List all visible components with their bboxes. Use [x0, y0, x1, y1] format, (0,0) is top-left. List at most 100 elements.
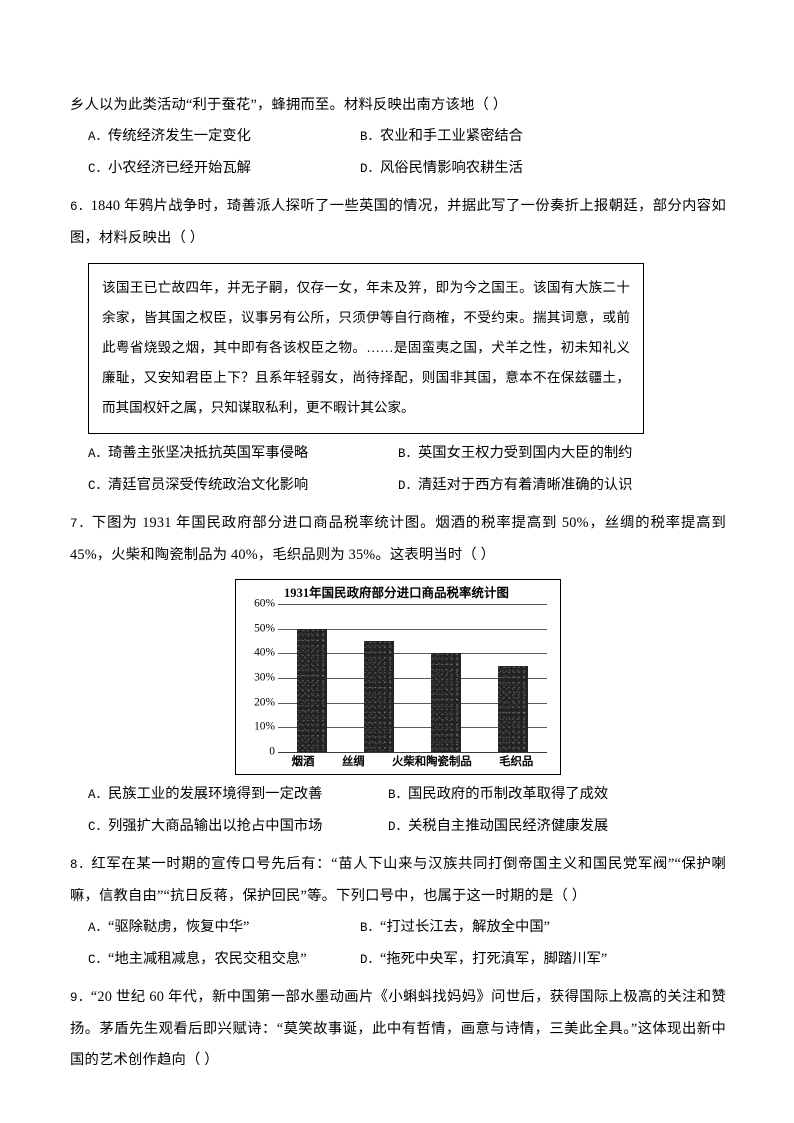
chart-x-tick-label: 烟酒	[291, 756, 315, 768]
tax-rate-bar-chart: 1931年国民政府部分进口商品税率统计图 60% 50% 40% 30% 20% 10% 0…	[235, 579, 561, 775]
question-7: 7．下图为 1931 年国民政府部分进口商品税率统计图。烟酒的税率提高到 50%…	[70, 508, 726, 843]
option-c[interactable]: C．小农经济已经开始瓦解	[88, 153, 360, 185]
option-b-letter: B．	[398, 447, 419, 461]
option-a-text: “驱除鞑虏，恢复中华”	[108, 919, 250, 935]
option-c-text: “地主减租减息，农民交租交息”	[108, 951, 307, 967]
option-b[interactable]: B．英国女王权力受到国内大臣的制约	[398, 438, 726, 470]
chart-y-tick-label: 40%	[254, 646, 275, 659]
option-b-text: 农业和手工业紧密结合	[380, 128, 523, 144]
page-content: 乡人以为此类活动“利于蚕花”，蜂拥而至。材料反映出南方该地（ ） A．传统经济发…	[70, 84, 726, 1076]
chart-x-tick-label: 丝绸	[341, 756, 365, 768]
option-b-letter: B．	[388, 788, 409, 802]
chart-y-tick-label: 20%	[254, 696, 275, 709]
question-8-stem-text: 红军在某一时期的宣传口号先后有：“苗人下山来与汉族共同打倒帝国主义和国民党军阀”…	[70, 856, 726, 904]
option-a[interactable]: A．民族工业的发展环境得到一定改善	[88, 779, 388, 811]
chart-x-tick-label: 火柴和陶瓷制品	[391, 756, 472, 768]
question-6-material-text: 该国王已亡故四年，并无子嗣，仅存一女，年未及笄，即为今之国王。该国有大族二十余家…	[102, 280, 630, 415]
option-row: C．小农经济已经开始瓦解 D．风俗民情影响农耕生活	[70, 153, 726, 185]
chart-y-tick-label: 60%	[254, 597, 275, 610]
chart-y-tick-label: 0	[269, 745, 275, 758]
option-b[interactable]: B．“打过长江去，解放全中国”	[360, 912, 726, 944]
question-5-options: A．传统经济发生一定变化 B．农业和手工业紧密结合 C．小农经济已经开始瓦解 D…	[70, 121, 726, 185]
chart-x-tick-label: 毛织品	[499, 756, 534, 768]
option-b-letter: B．	[360, 921, 381, 935]
question-5-stem-tail: 乡人以为此类活动“利于蚕花”，蜂拥而至。材料反映出南方该地（ ）	[70, 97, 508, 113]
option-row: A．“驱除鞑虏，恢复中华” B．“打过长江去，解放全中国”	[70, 912, 726, 944]
option-row: A．民族工业的发展环境得到一定改善 B．国民政府的币制改革取得了成效	[70, 779, 726, 811]
option-d-text: 关税自主推动国民经济健康发展	[408, 818, 609, 834]
option-a-text: 民族工业的发展环境得到一定改善	[108, 786, 323, 802]
option-a[interactable]: A．传统经济发生一定变化	[88, 121, 360, 153]
chart-bar	[498, 665, 529, 752]
option-b-text: 国民政府的币制改革取得了成效	[408, 786, 609, 802]
chart-wrapper: 1931年国民政府部分进口商品税率统计图 60% 50% 40% 30% 20% 10% 0…	[70, 579, 726, 775]
option-b-text: 英国女王权力受到国内大臣的制约	[418, 445, 633, 461]
option-a[interactable]: A．琦善主张坚决抵抗英国军事侵略	[88, 438, 398, 470]
chart-bar	[296, 628, 327, 752]
question-6-stem-text: 1840 年鸦片战争时，琦善派人探听了一些英国的情况，并据此写了一份奏折上报朝廷…	[70, 198, 726, 246]
option-d-letter: D．	[388, 820, 409, 834]
question-9-stem: 9．“20 世纪 60 年代，新中国第一部水墨动画片《小蝌蚪找妈妈》问世后，获得…	[70, 982, 726, 1076]
chart-title: 1931年国民政府部分进口商品税率统计图	[283, 586, 510, 600]
question-6: 6．1840 年鸦片战争时，琦善派人探听了一些英国的情况，并据此写了一份奏折上报…	[70, 191, 726, 502]
option-c-letter: C．	[88, 820, 109, 834]
chart-gridline	[278, 678, 547, 679]
option-d-letter: D．	[360, 953, 381, 967]
chart-gridline	[278, 604, 547, 605]
chart-y-tick-label: 50%	[254, 622, 275, 635]
option-a-letter: A．	[88, 130, 109, 144]
option-row: C．清廷官员深受传统政治文化影响 D．清廷对于西方有着清晰准确的认识	[70, 470, 726, 502]
option-c[interactable]: C．“地主减租减息，农民交租交息”	[88, 944, 360, 976]
question-6-options: A．琦善主张坚决抵抗英国军事侵略 B．英国女王权力受到国内大臣的制约 C．清廷官…	[70, 438, 726, 502]
option-a-letter: A．	[88, 921, 109, 935]
option-a[interactable]: A．“驱除鞑虏，恢复中华”	[88, 912, 360, 944]
option-d-letter: D．	[398, 479, 419, 493]
question-7-options: A．民族工业的发展环境得到一定改善 B．国民政府的币制改革取得了成效 C．列强扩…	[70, 779, 726, 843]
chart-gridline	[278, 628, 547, 630]
option-a-text: 琦善主张坚决抵抗英国军事侵略	[108, 445, 309, 461]
question-6-material-box: 该国王已亡故四年，并无子嗣，仅存一女，年未及笄，即为今之国王。该国有大族二十余家…	[88, 263, 644, 434]
option-c-letter: C．	[88, 162, 109, 176]
question-8-number: 8．	[70, 858, 92, 872]
option-d[interactable]: D．关税自主推动国民经济健康发展	[388, 811, 726, 843]
option-b[interactable]: B．农业和手工业紧密结合	[360, 121, 726, 153]
question-7-stem-text: 下图为 1931 年国民政府部分进口商品税率统计图。烟酒的税率提高到 50%，丝…	[70, 515, 727, 563]
chart-bar	[363, 641, 394, 752]
chart-bars	[278, 604, 547, 752]
question-6-number: 6．	[70, 200, 91, 214]
chart-gridline	[278, 653, 547, 655]
option-row: C．列强扩大商品输出以抢占中国市场 D．关税自主推动国民经济健康发展	[70, 811, 726, 843]
question-8: 8．红军在某一时期的宣传口号先后有：“苗人下山来与汉族共同打倒帝国主义和国民党军…	[70, 849, 726, 976]
option-row: A．传统经济发生一定变化 B．农业和手工业紧密结合	[70, 121, 726, 153]
option-c-text: 小农经济已经开始瓦解	[108, 160, 251, 176]
chart-gridline	[278, 752, 547, 753]
chart-x-axis-labels: 烟酒 丝绸 火柴和陶瓷制品 毛织品	[278, 755, 547, 769]
option-row: C．“地主减租减息，农民交租交息” D．“拖死中央军，打死滇军，脚踏川军”	[70, 944, 726, 976]
option-b-letter: B．	[360, 130, 381, 144]
option-d-letter: D．	[360, 162, 381, 176]
question-5-tail: 乡人以为此类活动“利于蚕花”，蜂拥而至。材料反映出南方该地（ ） A．传统经济发…	[70, 90, 726, 185]
option-a-letter: A．	[88, 788, 109, 802]
question-7-number: 7．	[70, 517, 92, 531]
option-c[interactable]: C．列强扩大商品输出以抢占中国市场	[88, 811, 388, 843]
option-c-text: 列强扩大商品输出以抢占中国市场	[108, 818, 323, 834]
question-9: 9．“20 世纪 60 年代，新中国第一部水墨动画片《小蝌蚪找妈妈》问世后，获得…	[70, 982, 726, 1076]
option-row: A．琦善主张坚决抵抗英国军事侵略 B．英国女王权力受到国内大臣的制约	[70, 438, 726, 470]
question-6-stem: 6．1840 年鸦片战争时，琦善派人探听了一些英国的情况，并据此写了一份奏折上报…	[70, 191, 726, 254]
option-c-letter: C．	[88, 479, 109, 493]
chart-plot-area: 60% 50% 40% 30% 20% 10% 0	[254, 598, 547, 757]
option-c-text: 清廷官员深受传统政治文化影响	[108, 477, 309, 493]
option-d[interactable]: D．清廷对于西方有着清晰准确的认识	[398, 470, 726, 502]
option-d[interactable]: D．风俗民情影响农耕生活	[360, 153, 726, 185]
option-d[interactable]: D．“拖死中央军，打死滇军，脚踏川军”	[360, 944, 726, 976]
option-d-text: 清廷对于西方有着清晰准确的认识	[418, 477, 633, 493]
option-b[interactable]: B．国民政府的币制改革取得了成效	[388, 779, 726, 811]
option-d-text: “拖死中央军，打死滇军，脚踏川军”	[380, 951, 608, 967]
chart-y-axis-labels: 60% 50% 40% 30% 20% 10% 0	[242, 598, 278, 757]
chart-bar	[431, 653, 462, 752]
option-c[interactable]: C．清廷官员深受传统政治文化影响	[88, 470, 398, 502]
question-9-stem-text: “20 世纪 60 年代，新中国第一部水墨动画片《小蝌蚪找妈妈》问世后，获得国际…	[70, 989, 726, 1068]
option-d-text: 风俗民情影响农耕生活	[380, 160, 523, 176]
chart-gridlines	[278, 604, 547, 753]
